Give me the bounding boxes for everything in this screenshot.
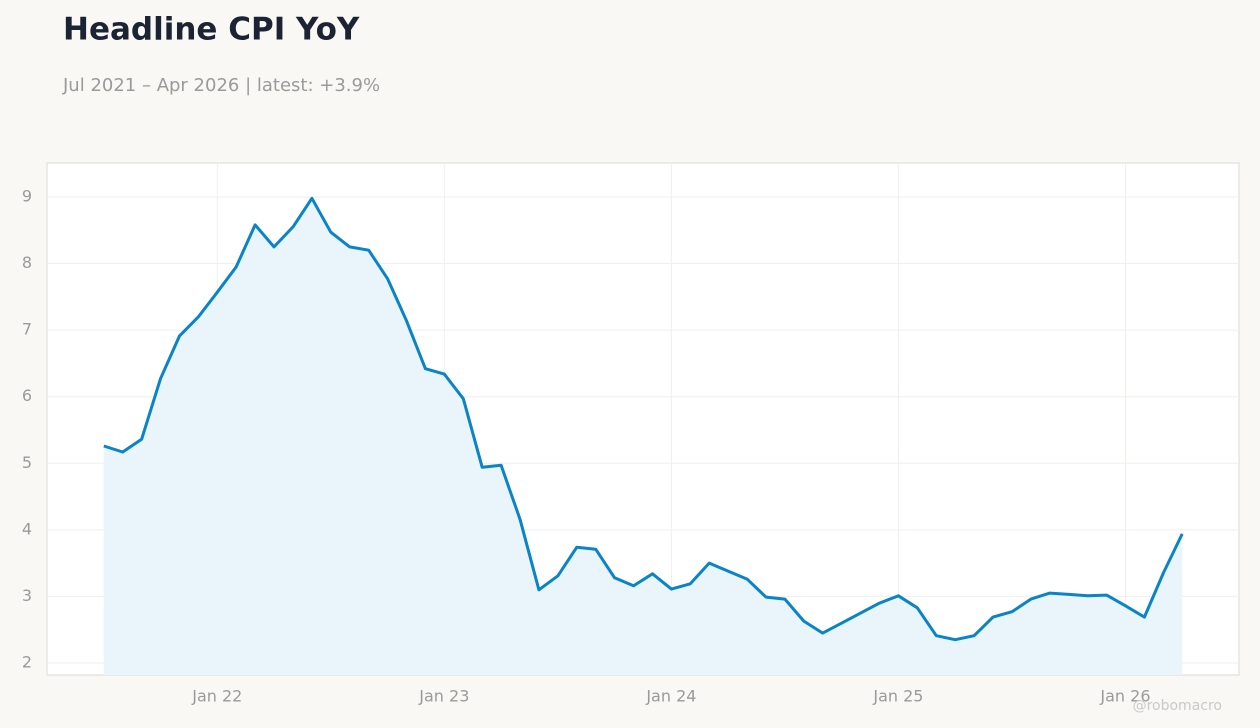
y-tick-label: 9 bbox=[22, 186, 32, 205]
x-tick-label: Jan 26 bbox=[1099, 687, 1150, 706]
x-tick-label: Jan 23 bbox=[418, 687, 469, 706]
watermark: @robomacro bbox=[1133, 698, 1222, 714]
chart-subtitle: Jul 2021 – Apr 2026 | latest: +3.9% bbox=[62, 75, 380, 96]
y-tick-label: 5 bbox=[22, 453, 32, 472]
line bbox=[103, 196, 1184, 642]
y-tick-label: 8 bbox=[22, 253, 32, 272]
x-tick-label: Jan 24 bbox=[645, 687, 696, 706]
y-tick-label: 7 bbox=[22, 320, 32, 339]
y-tick-label: 6 bbox=[22, 386, 32, 405]
area-fill bbox=[103, 198, 1183, 676]
y-tick-label: 3 bbox=[22, 586, 32, 605]
y-tick-label: 2 bbox=[22, 653, 32, 672]
x-tick-label: Jan 22 bbox=[191, 687, 242, 706]
x-tick-label: Jan 25 bbox=[872, 687, 923, 706]
chart-title: Headline CPI YoY bbox=[63, 12, 360, 48]
y-tick-label: 4 bbox=[22, 519, 32, 538]
